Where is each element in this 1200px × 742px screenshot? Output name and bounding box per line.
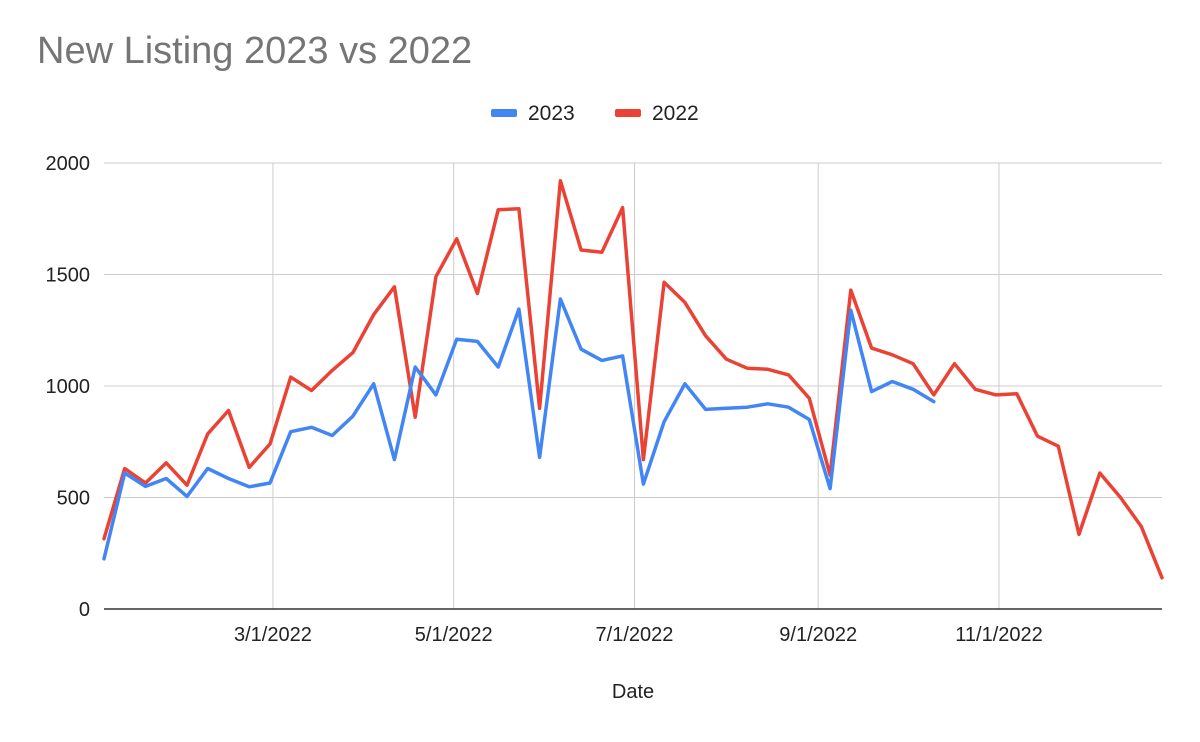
x-axis-ticks: 3/1/2022 5/1/2022 7/1/2022 9/1/2022 11/1/202… [234,624,1043,646]
x-tick-label: 3/1/2022 [234,624,312,646]
legend: 2023 2022 [491,102,699,125]
series-line-2022 [102,179,1164,580]
gridlines [104,162,1162,610]
y-tick-label: 1500 [46,265,91,287]
legend-swatch-2023 [491,109,517,117]
y-tick-label: 1000 [46,376,91,398]
x-tick-label: 7/1/2022 [596,624,674,646]
chart-title: New Listing 2023 vs 2022 [37,30,473,72]
legend-label-2023: 2023 [528,102,575,125]
legend-swatch-2022 [615,109,641,117]
x-axis-title: Date [612,681,654,703]
x-tick-label: 9/1/2022 [779,624,857,646]
series-lines [102,179,1164,580]
y-tick-label: 0 [79,599,90,621]
y-axis-ticks: 0 500 1000 1500 2000 [46,153,91,621]
x-tick-label: 5/1/2022 [415,624,493,646]
y-tick-label: 2000 [46,153,91,175]
x-tick-label: 11/1/2022 [955,624,1043,646]
legend-label-2022: 2022 [652,102,699,125]
y-tick-label: 500 [57,488,90,510]
series-line-2023 [102,297,936,561]
